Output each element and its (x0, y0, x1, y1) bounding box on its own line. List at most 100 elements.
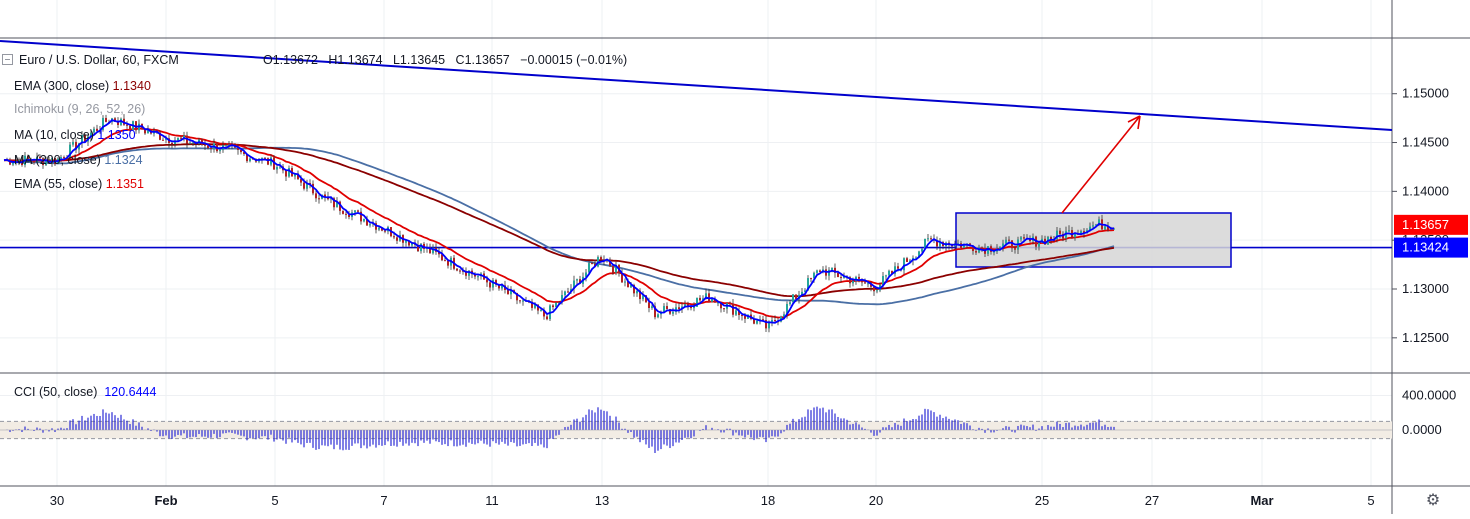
candle-body (90, 132, 92, 137)
candle-body (1074, 233, 1076, 238)
candle-body (417, 244, 419, 252)
cci-legend[interactable]: CCI (50, close) 120.6444 (14, 384, 156, 400)
candle-body (735, 310, 737, 315)
candle-body (126, 124, 128, 126)
candle-body (771, 320, 773, 322)
candle-body (975, 251, 977, 253)
candle-body (75, 141, 77, 150)
candle-body (225, 145, 227, 147)
candle-body (894, 266, 896, 274)
candle-body (609, 260, 611, 266)
candle-body (687, 304, 689, 306)
candle-body (627, 281, 629, 288)
cci-label: CCI (50, close) (14, 385, 98, 399)
candle-body (540, 310, 542, 312)
candle-body (534, 304, 536, 308)
candle-body (522, 300, 524, 302)
candle-body (519, 300, 521, 302)
x-tick-label: 5 (1367, 493, 1374, 508)
candle-body (162, 139, 164, 141)
candle-body (921, 248, 923, 252)
candle-body (897, 266, 899, 269)
candle-body (591, 263, 593, 265)
candle-body (651, 306, 653, 309)
candle-body (468, 270, 470, 276)
candle-body (507, 289, 509, 295)
candle-body (1095, 224, 1097, 226)
symbol-title: Euro / U.S. Dollar, 60, FXCM (19, 53, 179, 67)
indicator-ema300[interactable]: EMA (300, close) 1.1340 (14, 78, 151, 94)
x-tick-label: 25 (1035, 493, 1049, 508)
candle-body (669, 308, 671, 314)
candle-body (465, 270, 467, 276)
candle-body (636, 290, 638, 294)
candle-body (51, 158, 53, 164)
price-badge (1394, 214, 1468, 235)
candle-body (498, 284, 500, 289)
candle-body (495, 280, 497, 285)
candle-body (114, 118, 116, 122)
candle-body (555, 302, 557, 308)
x-tick-label: 7 (380, 493, 387, 508)
indicator-value: 1.1340 (112, 79, 151, 93)
indicator-ema55[interactable]: EMA (55, close) 1.1351 (14, 176, 144, 192)
candle-body (228, 144, 230, 146)
gear-icon[interactable]: ⚙ (1425, 492, 1441, 509)
candle-body (789, 302, 791, 305)
price-badge-label: 1.13657 (1402, 217, 1449, 232)
candle-body (1014, 248, 1016, 250)
candle-body (564, 291, 566, 296)
candle-body (633, 285, 635, 294)
candle-body (567, 291, 569, 293)
candle-body (870, 283, 872, 287)
candle-body (1044, 238, 1046, 245)
indicator-ichimoku[interactable]: Ichimoku (9, 26, 52, 26) (14, 101, 145, 117)
candle-body (144, 129, 146, 134)
candle-body (276, 167, 278, 170)
candle-body (702, 298, 704, 301)
candle-body (270, 157, 272, 165)
candle-body (543, 310, 545, 317)
ema300-line (4, 143, 1115, 298)
candle-body (360, 211, 362, 222)
candle-body (711, 299, 713, 302)
candle-body (657, 314, 659, 318)
candle-body (606, 260, 608, 262)
candle-body (516, 292, 518, 301)
candle-body (993, 251, 995, 253)
candle-body (720, 302, 722, 309)
candle-body (63, 157, 65, 159)
cci-tick-label: 400.0000 (1402, 388, 1456, 403)
candle-body (474, 274, 476, 277)
candle-body (753, 318, 755, 324)
candle-body (909, 260, 911, 262)
candle-body (501, 285, 503, 289)
candle-body (537, 304, 539, 311)
candle-body (546, 316, 548, 320)
candle-body (192, 142, 194, 144)
candle-body (630, 285, 632, 288)
candle-body (336, 201, 338, 208)
indicator-ma10[interactable]: MA (10, close) 1.1350 (14, 127, 136, 143)
cci-value: 120.6444 (104, 385, 157, 399)
collapse-icon[interactable] (2, 54, 13, 65)
candle-body (219, 150, 221, 152)
candle-body (819, 270, 821, 273)
candle-body (432, 247, 434, 254)
candle-body (363, 218, 365, 222)
candle-body (378, 227, 380, 230)
ma200-line (3, 146, 1115, 306)
candle-body (891, 270, 893, 274)
indicator-label: EMA (300, close) (14, 79, 110, 93)
x-tick-label: 13 (595, 493, 609, 508)
candle-body (27, 155, 29, 160)
candle-body (240, 149, 242, 153)
candle-body (930, 238, 932, 240)
candle-body (801, 291, 803, 295)
indicator-ma200[interactable]: MA (200, close) 1.1324 (14, 152, 143, 168)
x-tick-label: 18 (761, 493, 775, 508)
candle-body (729, 303, 731, 305)
symbol-legend: Euro / U.S. Dollar, 60, FXCM (2, 52, 179, 68)
